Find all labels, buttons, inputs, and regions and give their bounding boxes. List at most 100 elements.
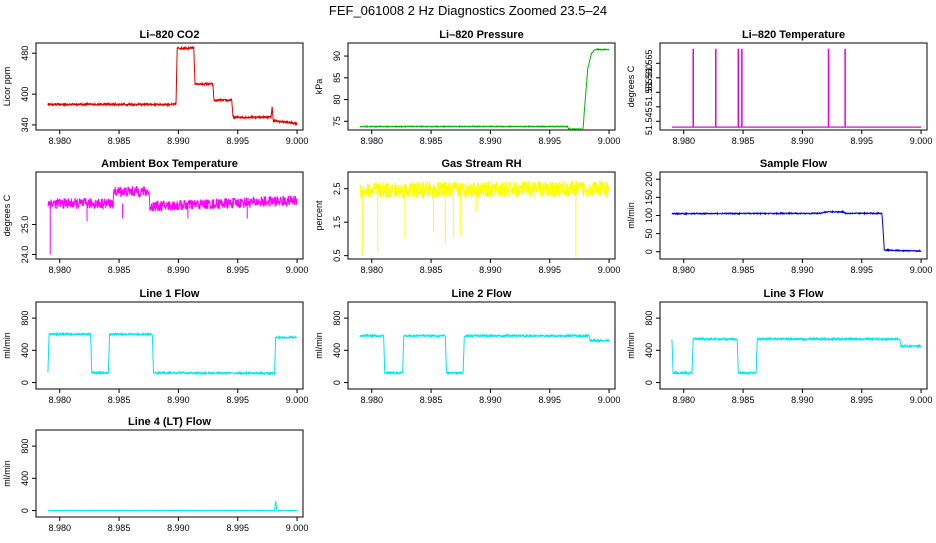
- plot-frame: [659, 171, 928, 260]
- x-tick-label: 8.995: [850, 265, 873, 275]
- x-tick-label: 8.990: [791, 265, 814, 275]
- plot-frame: [35, 171, 304, 260]
- y-tick-label: 800: [332, 311, 342, 326]
- y-tick-label: 51.545: [644, 108, 654, 136]
- plot-frame: [347, 301, 616, 390]
- plot-frame: [659, 301, 928, 390]
- x-tick-label: 8.985: [420, 136, 443, 146]
- plot-frame: [35, 429, 304, 518]
- y-tick-label: 400: [20, 471, 30, 486]
- chart-title: Line 4 (LT) Flow: [128, 416, 211, 428]
- chart-line-3-flow: Line 3 Flow 8.980 8.985 8.990 8.995 9.000 0 400…: [626, 288, 933, 405]
- series-line: [671, 336, 922, 376]
- x-tick-label: 8.995: [538, 136, 561, 146]
- series-line: [359, 48, 610, 131]
- x-tick-label: 8.990: [167, 523, 190, 533]
- x-tick-label: 8.995: [226, 265, 249, 275]
- y-tick-label: 200: [644, 172, 654, 187]
- y-tick-label: 0: [644, 380, 654, 385]
- y-tick-label: 2.5: [332, 182, 342, 195]
- x-tick-label: 8.985: [108, 265, 131, 275]
- plot-frame: [35, 301, 304, 390]
- y-tick-label: 800: [20, 311, 30, 326]
- x-tick-label: 8.980: [360, 136, 383, 146]
- x-tick-label: 8.985: [420, 395, 443, 405]
- y-tick-label: 100: [644, 208, 654, 223]
- x-tick-label: 8.995: [226, 523, 249, 533]
- chart-line-1-flow: Line 1 Flow 8.980 8.985 8.990 8.995 9.000 0 400…: [2, 288, 308, 405]
- chart-gas-stream-rh: Gas Stream RH 8.980 8.985 8.990 8.995 9.000 0.…: [314, 158, 621, 275]
- chart-title: Sample Flow: [760, 158, 828, 170]
- y-tick-label: 51.555: [644, 79, 654, 107]
- series-line: [47, 500, 298, 512]
- figure-title: FEF_061008 2 Hz Diagnostics Zoomed 23.5–…: [328, 3, 608, 18]
- x-tick-label: 8.980: [48, 136, 71, 146]
- y-axis-label: degrees C: [626, 65, 636, 107]
- x-tick-label: 8.980: [672, 395, 695, 405]
- y-axis-label: ml/min: [2, 332, 12, 359]
- y-axis-label: Licor ppm: [2, 67, 12, 107]
- x-tick-label: 8.990: [479, 265, 502, 275]
- chart-title: Li–820 Temperature: [742, 29, 845, 41]
- x-tick-label: 8.995: [538, 265, 561, 275]
- x-tick-label: 8.980: [360, 265, 383, 275]
- y-axis-label: ml/min: [314, 332, 324, 359]
- x-tick-label: 8.985: [732, 265, 755, 275]
- series-line: [359, 333, 610, 376]
- chart-title: Li–820 CO2: [140, 29, 200, 41]
- x-tick-label: 8.990: [167, 395, 190, 405]
- x-tick-label: 8.990: [791, 395, 814, 405]
- y-tick-label: 0.5: [332, 249, 342, 262]
- x-tick-label: 9.000: [910, 395, 933, 405]
- chart-licor-pressure: Li–820 Pressure 8.980 8.985 8.990 8.995 9.000…: [314, 29, 621, 146]
- y-tick-label: 0: [332, 380, 342, 385]
- y-tick-label: 51.560: [644, 64, 654, 92]
- y-tick-label: 80: [332, 95, 342, 105]
- x-tick-label: 9.000: [598, 136, 621, 146]
- plot-frame: [659, 42, 928, 131]
- x-tick-label: 8.995: [850, 395, 873, 405]
- y-axis-label: kPa: [314, 79, 324, 95]
- x-tick-label: 8.990: [479, 136, 502, 146]
- y-tick-label: 25.0: [20, 216, 30, 234]
- x-tick-label: 9.000: [286, 523, 309, 533]
- plot-frame: [347, 171, 616, 260]
- y-axis-label: ml/min: [626, 202, 636, 229]
- x-tick-label: 9.000: [286, 136, 309, 146]
- y-axis-label: degrees C: [2, 194, 12, 236]
- series-line: [359, 179, 610, 200]
- chart-title: Line 2 Flow: [452, 288, 512, 300]
- x-tick-label: 8.985: [420, 265, 443, 275]
- y-tick-label: 85: [332, 73, 342, 83]
- y-tick-label: 480: [20, 46, 30, 61]
- chart-ambient-box-temperature: Ambient Box Temperature 8.980 8.985 8.990 8.…: [2, 158, 309, 275]
- x-tick-label: 8.990: [167, 136, 190, 146]
- y-tick-label: 50: [644, 229, 654, 239]
- chart-line-2-flow: Line 2 Flow 8.980 8.985 8.990 8.995 9.000 0 400…: [314, 288, 620, 405]
- y-tick-label: 800: [20, 439, 30, 454]
- x-tick-label: 8.985: [732, 136, 755, 146]
- x-tick-label: 8.980: [48, 523, 71, 533]
- series-line: [47, 45, 298, 127]
- x-tick-label: 8.980: [48, 395, 71, 405]
- x-tick-label: 8.995: [538, 395, 561, 405]
- plot-frame: [35, 42, 304, 131]
- chart-title: Line 1 Flow: [140, 288, 200, 300]
- x-tick-label: 8.985: [108, 523, 131, 533]
- x-tick-label: 9.000: [910, 136, 933, 146]
- series-line: [47, 331, 298, 377]
- chart-line-4-lt-flow: Line 4 (LT) Flow 8.980 8.985 8.990 8.995 9.00…: [2, 416, 309, 533]
- y-tick-label: 340: [20, 117, 30, 132]
- y-axis-label: percent: [314, 200, 324, 231]
- x-tick-label: 9.000: [598, 265, 621, 275]
- x-tick-label: 8.985: [732, 395, 755, 405]
- y-tick-label: 400: [20, 87, 30, 102]
- chart-licor-temperature: Li–820 Temperature 8.980 8.985 8.990 8.995 9.…: [626, 29, 933, 146]
- x-tick-label: 9.000: [286, 265, 309, 275]
- x-tick-label: 8.995: [226, 395, 249, 405]
- y-axis-label: ml/min: [626, 332, 636, 359]
- x-tick-label: 8.980: [360, 395, 383, 405]
- chart-title: Gas Stream RH: [441, 158, 521, 170]
- series-line: [47, 186, 298, 212]
- y-tick-label: 75: [332, 116, 342, 126]
